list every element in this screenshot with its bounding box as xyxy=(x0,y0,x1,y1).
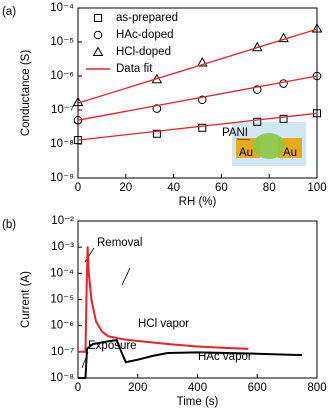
annotation: Au xyxy=(239,147,253,159)
y-tick-label: 10⁻⁷ xyxy=(51,104,74,116)
arrow xyxy=(121,267,131,286)
legend-label: HAc-doped xyxy=(116,29,174,41)
panel-label: (a) xyxy=(2,6,16,18)
x-tick-label: 0 xyxy=(75,182,81,194)
x-tick-label: 20 xyxy=(119,182,132,194)
annotation: Au xyxy=(283,147,297,159)
marker xyxy=(279,114,288,123)
annotation: HAc vapor xyxy=(198,351,252,363)
y-tick-label: 10⁻⁸ xyxy=(50,372,74,384)
fit-line xyxy=(77,75,318,121)
x-tick-label: 60 xyxy=(215,182,228,194)
legend-label: HCl-doped xyxy=(116,46,171,58)
y-tick-label: 10⁻² xyxy=(51,215,74,227)
pani-film xyxy=(253,133,285,159)
x-tick-label: 100 xyxy=(307,182,326,194)
y-tick-label: 10⁻⁶ xyxy=(50,320,74,332)
y-tick-label: 10⁻⁶ xyxy=(50,70,74,82)
y-tick-label: 10⁻⁹ xyxy=(50,172,74,184)
data-line xyxy=(78,246,249,353)
annotation: PANI xyxy=(222,127,248,139)
x-tick-label: 0 xyxy=(75,382,81,394)
marker xyxy=(152,129,161,138)
legend-label: as-prepared xyxy=(116,12,178,24)
legend-marker xyxy=(94,14,102,22)
y-axis-label: Conductance (S) xyxy=(20,50,32,136)
marker xyxy=(311,22,323,33)
fit-line xyxy=(77,28,318,104)
y-tick-label: 10⁻⁵ xyxy=(50,294,74,306)
panel-label: (b) xyxy=(2,219,16,231)
x-tick-label: 80 xyxy=(263,182,276,194)
inset xyxy=(232,122,306,166)
data-line xyxy=(78,339,303,379)
x-tick-label: 40 xyxy=(167,182,180,194)
marker xyxy=(253,117,262,126)
x-axis-label: Time (s) xyxy=(177,396,219,408)
x-tick-label: 600 xyxy=(248,382,267,394)
y-tick-label: 10⁻⁴ xyxy=(50,267,74,279)
marker xyxy=(196,56,208,67)
y-axis-label: Current (A) xyxy=(20,271,32,328)
y-tick-label: 10⁻⁴ xyxy=(50,2,74,14)
y-tick-label: 10⁻³ xyxy=(51,241,74,253)
plot-frame xyxy=(77,7,318,179)
x-tick-label: 800 xyxy=(307,382,326,394)
marker xyxy=(279,79,288,88)
x-tick-label: 200 xyxy=(128,382,147,394)
marker xyxy=(252,85,262,94)
marker xyxy=(152,104,162,113)
x-tick-label: 400 xyxy=(188,382,207,394)
y-tick-label: 10⁻⁵ xyxy=(50,36,74,48)
legend-label: Data fit xyxy=(116,63,153,75)
marker xyxy=(278,32,289,43)
marker xyxy=(312,71,322,81)
pointer xyxy=(236,138,251,141)
fit-line xyxy=(77,112,318,141)
marker xyxy=(73,115,83,125)
annotation: HCl vapor xyxy=(138,318,189,330)
marker xyxy=(198,123,207,132)
marker xyxy=(197,95,207,105)
y-tick-label: 10⁻⁷ xyxy=(51,346,74,358)
legend-marker xyxy=(93,30,103,40)
y-tick-label: 10⁻⁸ xyxy=(50,138,74,150)
annotation: Exposure xyxy=(88,340,137,352)
marker xyxy=(72,96,84,107)
legend-marker xyxy=(92,46,104,56)
x-axis-label: RH (%) xyxy=(179,196,217,208)
annotation: Removal xyxy=(97,237,142,249)
